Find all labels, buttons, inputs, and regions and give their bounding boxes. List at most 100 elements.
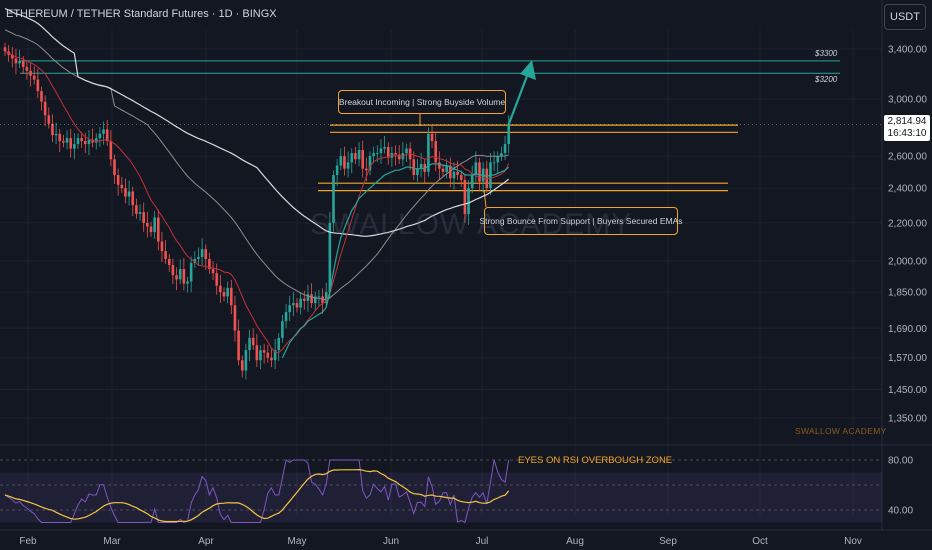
candle-body [507, 124, 510, 145]
chart-title: ETHEREUM / TETHER Standard Futures · 1D … [6, 8, 277, 20]
candle-body [317, 296, 321, 298]
candle-body [127, 191, 131, 197]
y-tick-label: 2,000.00 [888, 256, 927, 267]
candle-body [80, 138, 83, 142]
x-tick-label: Aug [566, 536, 584, 547]
candle-body [259, 350, 262, 361]
candle-body [262, 350, 266, 353]
candle-body [379, 148, 383, 154]
candle-body [306, 294, 310, 301]
candle-body [51, 123, 54, 136]
candle-body [47, 115, 51, 124]
bounce-annotation-text: Strong Bounce From Support | Buyers Secu… [479, 216, 683, 226]
candle-body [171, 264, 175, 276]
candle-body [288, 305, 291, 313]
x-tick-label: Mar [103, 536, 121, 547]
candle-body [167, 258, 171, 265]
rsi-note: EYES ON RSI OVERBOUGH ZONE [518, 455, 673, 466]
candle-body [182, 269, 186, 284]
candle-body [138, 212, 142, 214]
candle-body [423, 163, 427, 172]
candle-body [324, 292, 328, 304]
candle-body [449, 165, 452, 179]
candle-body [313, 296, 317, 304]
candle-body [149, 226, 153, 233]
candle-body [73, 144, 76, 149]
candle-body [102, 129, 105, 134]
x-tick-label: May [288, 536, 307, 547]
candle-body [467, 188, 470, 214]
candle-body [164, 251, 167, 259]
candle-body [237, 330, 240, 361]
candle-body [361, 150, 364, 169]
candle-body [368, 156, 372, 171]
level-label-3300: $3300 [815, 49, 838, 58]
currency-button[interactable]: USDT [884, 4, 926, 30]
candle-body [346, 162, 350, 169]
candle-body [284, 312, 288, 322]
projection-arrow-head [520, 60, 536, 80]
ema-fast-line [281, 163, 510, 358]
candle-body [394, 153, 397, 155]
watermark-small: SWALLOW ACADEMY [795, 426, 887, 436]
candle-body [58, 133, 62, 142]
candle-body [295, 303, 299, 308]
y-tick-label: 1,350.00 [888, 414, 927, 425]
candle-body [113, 159, 116, 176]
candle-body [40, 91, 43, 102]
candle-body [116, 175, 120, 185]
candle-body [376, 153, 379, 154]
candle-body [233, 305, 237, 331]
candle-body [386, 147, 390, 158]
y-tick-label: 1,450.00 [888, 385, 927, 396]
candle-body [222, 292, 226, 297]
ma-200-line [4, 7, 510, 237]
candle-body [32, 75, 36, 80]
candle-body [277, 337, 281, 351]
rsi-line [4, 459, 510, 524]
breakout-annotation: Breakout Incoming | Strong Buyside Volum… [338, 90, 506, 114]
candle-body [303, 298, 306, 301]
candle-body [84, 141, 87, 145]
candle-body [445, 165, 448, 172]
candle-body [416, 168, 419, 176]
projection-arrow-line [507, 75, 529, 125]
y-tick-label: 3,400.00 [888, 45, 927, 56]
candle-body [503, 144, 507, 154]
candle-body [441, 168, 445, 172]
candle-body [131, 191, 135, 206]
bounce-annotation: Strong Bounce From Support | Buyers Secu… [480, 207, 683, 235]
candle-body [397, 154, 401, 160]
candle-body [178, 269, 182, 280]
candle-body [310, 294, 313, 304]
last-price-value: 2,814.94 [887, 116, 927, 127]
candle-body [208, 258, 211, 270]
candle-body [365, 168, 368, 171]
y-tick-label: 2,200.00 [888, 218, 927, 229]
candle-body [463, 179, 467, 214]
candle-body [292, 303, 295, 306]
candle-body [339, 156, 343, 166]
candle-body [105, 129, 109, 142]
candle-body [434, 141, 437, 163]
candle-body [3, 47, 7, 52]
candle-body [255, 345, 259, 361]
candle-body [146, 222, 149, 227]
candle-body [69, 138, 72, 149]
candle-body [215, 273, 218, 286]
candle-body [244, 350, 248, 371]
candle-body [189, 262, 193, 282]
candle-body [496, 156, 500, 163]
candle-body [470, 175, 474, 189]
candle-body [200, 249, 204, 258]
y-tick-label: 1,850.00 [888, 288, 927, 299]
candle-body [427, 133, 430, 172]
candle-body [332, 175, 335, 223]
level-label-3200: $3200 [815, 75, 838, 84]
x-tick-label: Nov [844, 536, 862, 547]
candle-body [175, 275, 178, 280]
candle-body [157, 217, 160, 242]
candle-body [459, 175, 463, 180]
